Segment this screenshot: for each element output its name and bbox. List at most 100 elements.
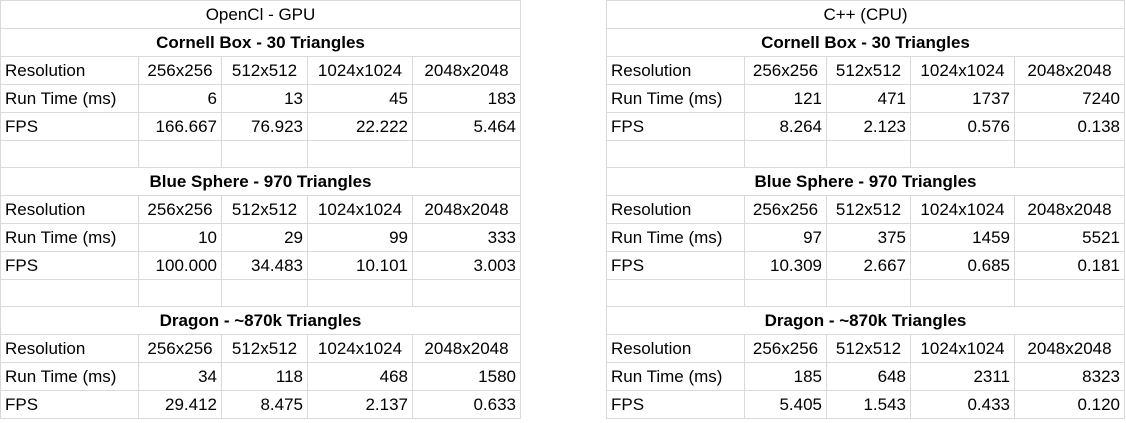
cell[interactable]: 1024x1024 (910, 195, 1015, 224)
cell[interactable]: 468 (307, 362, 413, 391)
cell[interactable]: 10.101 (307, 251, 413, 280)
cell[interactable]: 2048x2048 (412, 334, 521, 363)
cell[interactable]: 118 (221, 362, 308, 391)
empty-cell[interactable] (1014, 140, 1125, 168)
row-label[interactable]: Resolution (606, 334, 745, 363)
empty-cell[interactable] (307, 140, 413, 168)
cell[interactable]: 512x512 (221, 56, 308, 85)
cell[interactable]: 8323 (1014, 362, 1125, 391)
cell[interactable]: 256x256 (744, 195, 827, 224)
row-label[interactable]: FPS (606, 112, 745, 141)
row-label[interactable]: FPS (606, 390, 745, 419)
row-label[interactable]: Run Time (ms) (0, 84, 139, 113)
cell[interactable]: 256x256 (138, 195, 222, 224)
cell[interactable]: 256x256 (138, 334, 222, 363)
row-label[interactable]: Resolution (0, 334, 139, 363)
empty-cell[interactable] (412, 140, 521, 168)
empty-cell[interactable] (606, 140, 745, 168)
row-label[interactable]: Resolution (0, 195, 139, 224)
cell[interactable]: 6 (138, 84, 222, 113)
cell[interactable]: 1737 (910, 84, 1015, 113)
cell[interactable]: 512x512 (826, 334, 911, 363)
cell[interactable]: 471 (826, 84, 911, 113)
cell[interactable]: 29.412 (138, 390, 222, 419)
section-title[interactable]: Cornell Box - 30 Triangles (606, 28, 1125, 57)
cell[interactable]: 1.543 (826, 390, 911, 419)
empty-cell[interactable] (910, 279, 1015, 307)
cell[interactable]: 100.000 (138, 251, 222, 280)
cell[interactable]: 185 (744, 362, 827, 391)
cell[interactable]: 5.405 (744, 390, 827, 419)
cell[interactable]: 7240 (1014, 84, 1125, 113)
empty-cell[interactable] (307, 279, 413, 307)
empty-cell[interactable] (826, 140, 911, 168)
cell[interactable]: 2.137 (307, 390, 413, 419)
cell[interactable]: 0.633 (412, 390, 521, 419)
row-label[interactable]: Resolution (606, 195, 745, 224)
empty-cell[interactable] (744, 279, 827, 307)
table-header[interactable]: C++ (CPU) (606, 0, 1125, 29)
section-title[interactable]: Blue Sphere - 970 Triangles (0, 167, 521, 196)
section-title[interactable]: Dragon - ~870k Triangles (0, 306, 521, 335)
cell[interactable]: 183 (412, 84, 521, 113)
cell[interactable]: 45 (307, 84, 413, 113)
cell[interactable]: 2.667 (826, 251, 911, 280)
cell[interactable]: 0.685 (910, 251, 1015, 280)
cell[interactable]: 8.264 (744, 112, 827, 141)
row-label[interactable]: Resolution (0, 56, 139, 85)
cell[interactable]: 0.433 (910, 390, 1015, 419)
cell[interactable]: 2048x2048 (412, 195, 521, 224)
cell[interactable]: 34 (138, 362, 222, 391)
cell[interactable]: 512x512 (221, 195, 308, 224)
section-title[interactable]: Blue Sphere - 970 Triangles (606, 167, 1125, 196)
cell[interactable]: 2048x2048 (1014, 334, 1125, 363)
cell[interactable]: 256x256 (138, 56, 222, 85)
cell[interactable]: 121 (744, 84, 827, 113)
empty-cell[interactable] (606, 279, 745, 307)
cell[interactable]: 99 (307, 223, 413, 252)
row-label[interactable]: FPS (0, 251, 139, 280)
empty-cell[interactable] (221, 279, 308, 307)
row-label[interactable]: Run Time (ms) (0, 223, 139, 252)
empty-cell[interactable] (138, 140, 222, 168)
cell[interactable]: 2048x2048 (412, 56, 521, 85)
cell[interactable]: 2048x2048 (1014, 195, 1125, 224)
cell[interactable]: 0.120 (1014, 390, 1125, 419)
cell[interactable]: 256x256 (744, 56, 827, 85)
cell[interactable]: 97 (744, 223, 827, 252)
empty-cell[interactable] (1014, 279, 1125, 307)
cell[interactable]: 1024x1024 (307, 334, 413, 363)
cell[interactable]: 76.923 (221, 112, 308, 141)
empty-cell[interactable] (221, 140, 308, 168)
cell[interactable]: 10.309 (744, 251, 827, 280)
cell[interactable]: 2311 (910, 362, 1015, 391)
cell[interactable]: 648 (826, 362, 911, 391)
cell[interactable]: 0.181 (1014, 251, 1125, 280)
empty-cell[interactable] (910, 140, 1015, 168)
cell[interactable]: 5521 (1014, 223, 1125, 252)
empty-cell[interactable] (412, 279, 521, 307)
cell[interactable]: 333 (412, 223, 521, 252)
cell[interactable]: 512x512 (826, 195, 911, 224)
cell[interactable]: 8.475 (221, 390, 308, 419)
cell[interactable]: 22.222 (307, 112, 413, 141)
cell[interactable]: 2048x2048 (1014, 56, 1125, 85)
cell[interactable]: 375 (826, 223, 911, 252)
cell[interactable]: 1024x1024 (910, 56, 1015, 85)
row-label[interactable]: Run Time (ms) (606, 362, 745, 391)
section-title[interactable]: Cornell Box - 30 Triangles (0, 28, 521, 57)
cell[interactable]: 34.483 (221, 251, 308, 280)
empty-cell[interactable] (826, 279, 911, 307)
row-label[interactable]: Run Time (ms) (0, 362, 139, 391)
empty-cell[interactable] (138, 279, 222, 307)
cell[interactable]: 0.576 (910, 112, 1015, 141)
row-label[interactable]: FPS (0, 390, 139, 419)
section-title[interactable]: Dragon - ~870k Triangles (606, 306, 1125, 335)
empty-cell[interactable] (744, 140, 827, 168)
cell[interactable]: 512x512 (826, 56, 911, 85)
cell[interactable]: 1459 (910, 223, 1015, 252)
cell[interactable]: 29 (221, 223, 308, 252)
table-header[interactable]: OpenCl - GPU (0, 0, 521, 29)
row-label[interactable]: Resolution (606, 56, 745, 85)
cell[interactable]: 13 (221, 84, 308, 113)
